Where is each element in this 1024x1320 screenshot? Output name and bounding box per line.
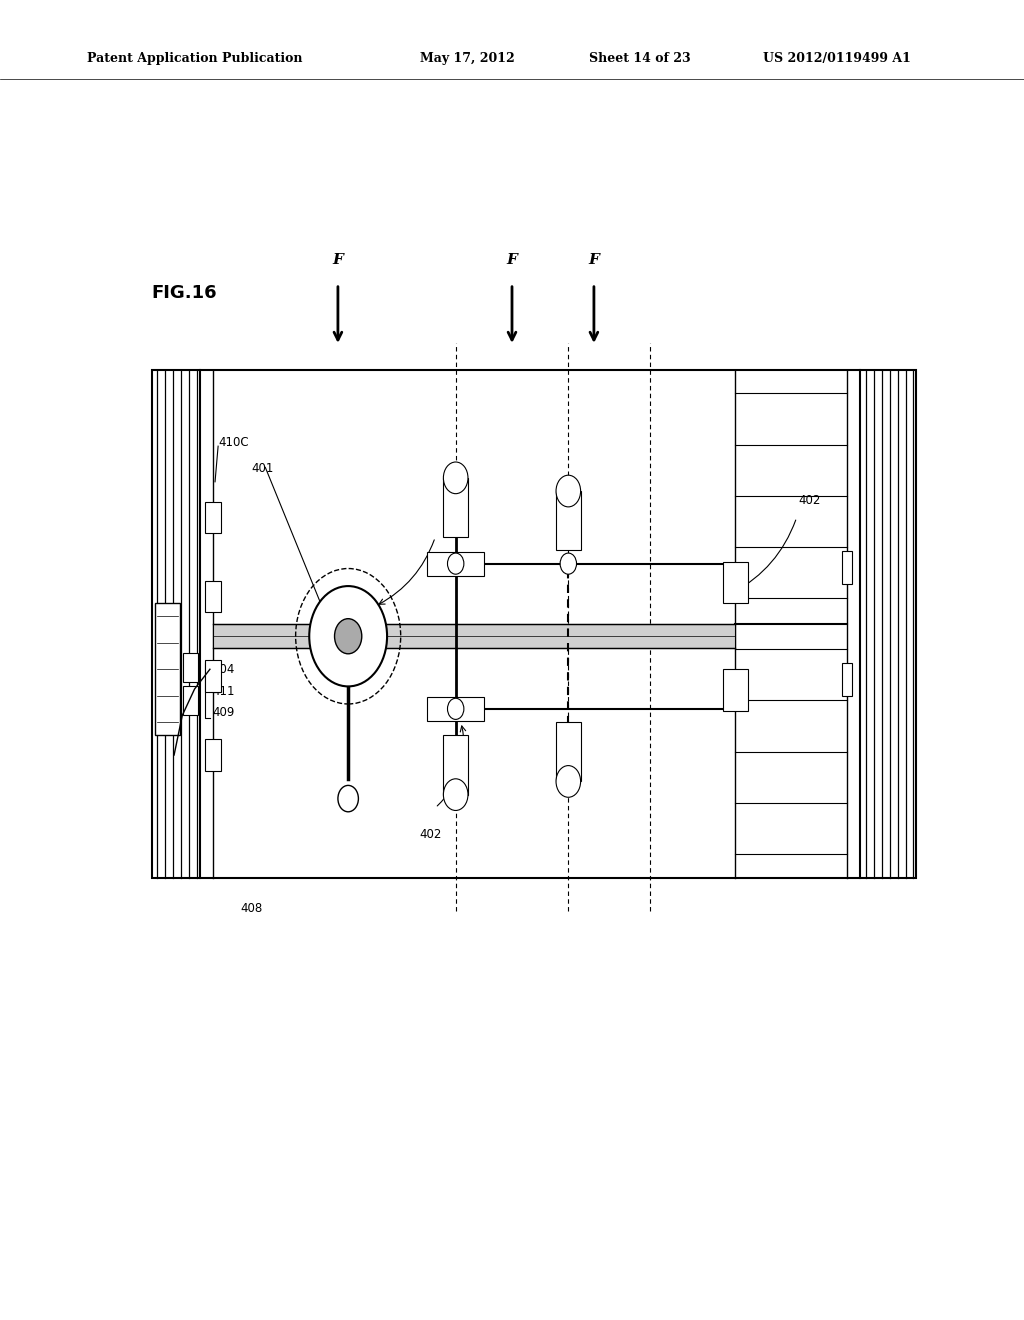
Circle shape xyxy=(447,553,464,574)
Bar xyxy=(152,370,916,878)
Circle shape xyxy=(443,779,468,810)
Bar xyxy=(213,624,735,648)
Bar xyxy=(205,660,221,692)
Bar xyxy=(183,686,198,715)
Text: 401: 401 xyxy=(251,462,273,475)
Text: May 17, 2012: May 17, 2012 xyxy=(420,51,515,65)
Bar xyxy=(427,552,484,576)
Bar xyxy=(556,722,581,781)
Text: F: F xyxy=(589,252,599,267)
Circle shape xyxy=(556,766,581,797)
Circle shape xyxy=(335,619,361,653)
Text: F: F xyxy=(333,252,343,267)
Bar xyxy=(842,664,852,697)
Text: 409: 409 xyxy=(212,706,234,719)
Text: US 2012/0119499 A1: US 2012/0119499 A1 xyxy=(763,51,910,65)
Circle shape xyxy=(443,462,468,494)
Text: 410C: 410C xyxy=(218,436,249,449)
Bar xyxy=(205,581,221,612)
Bar xyxy=(205,502,221,533)
Text: Patent Application Publication: Patent Application Publication xyxy=(87,51,302,65)
Bar xyxy=(183,653,198,682)
Bar xyxy=(205,739,221,771)
Bar xyxy=(842,552,852,583)
Circle shape xyxy=(309,586,387,686)
Bar xyxy=(723,669,748,710)
Text: F: F xyxy=(507,252,517,267)
Text: 404: 404 xyxy=(212,663,234,676)
Circle shape xyxy=(560,553,577,574)
Text: 411: 411 xyxy=(212,685,234,698)
Circle shape xyxy=(338,785,358,812)
Text: Sheet 14 of 23: Sheet 14 of 23 xyxy=(589,51,690,65)
Text: 402: 402 xyxy=(419,828,441,841)
Text: 402: 402 xyxy=(799,494,821,507)
Circle shape xyxy=(447,698,464,719)
Circle shape xyxy=(556,475,581,507)
Bar xyxy=(427,697,484,721)
Bar xyxy=(155,603,180,735)
Bar xyxy=(723,562,748,603)
Text: FIG.16: FIG.16 xyxy=(152,284,217,302)
Text: 408: 408 xyxy=(241,902,263,915)
Text: 400: 400 xyxy=(445,511,468,524)
Bar xyxy=(443,735,468,795)
Bar xyxy=(556,491,581,550)
Bar xyxy=(443,478,468,537)
